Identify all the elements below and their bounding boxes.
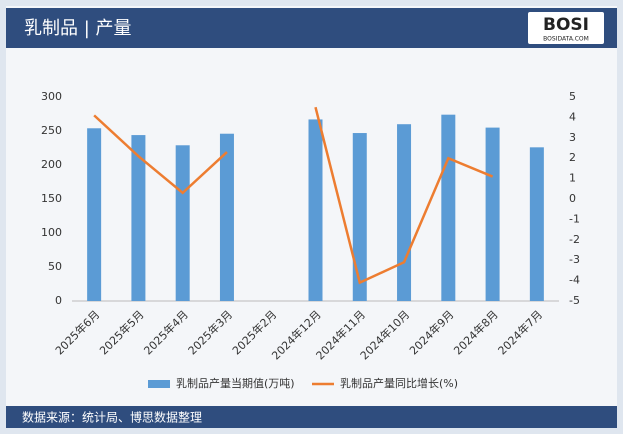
y2-tick-label: -4 (569, 274, 580, 287)
y2-tick-label: 1 (569, 172, 576, 185)
y2-tick-label: -2 (569, 233, 580, 246)
bar (352, 133, 367, 301)
bar (175, 145, 190, 301)
bar (308, 119, 323, 301)
y-tick-label: 150 (41, 192, 62, 205)
legend-swatch (148, 380, 170, 388)
footer-band (6, 406, 617, 428)
y2-tick-label: -3 (569, 253, 580, 266)
bar (87, 128, 102, 301)
y2-tick-label: 0 (569, 192, 576, 205)
y2-tick-label: 3 (569, 131, 576, 144)
bar (397, 124, 412, 301)
bar (131, 135, 146, 301)
logo: BOSI (543, 15, 589, 35)
y-tick-label: 50 (48, 260, 62, 273)
legend-label: 乳制品产量同比增长(%) (340, 376, 458, 390)
logo-sub: BOSIDATA.COM (543, 36, 589, 43)
header-band (6, 8, 617, 48)
line (93, 114, 228, 195)
y-tick-label: 200 (41, 158, 62, 171)
bar (529, 147, 544, 301)
chart-title: 乳制品 | 产量 (24, 18, 132, 39)
bar (441, 114, 456, 302)
y2-tick-label: -1 (569, 212, 580, 225)
y-tick-label: 100 (41, 226, 62, 239)
y-tick-label: 0 (55, 294, 62, 307)
y2-tick-label: 2 (569, 151, 576, 164)
y-tick-label: 250 (41, 124, 62, 137)
logo-box (528, 12, 604, 44)
line (314, 106, 494, 285)
source: 数据来源：统计局、博思数据整理 (22, 410, 202, 425)
bar (219, 133, 234, 301)
y-tick-label: 300 (41, 90, 62, 103)
bar (485, 127, 500, 301)
y2-tick-label: 5 (569, 90, 576, 103)
legend-label: 乳制品产量当期值(万吨) (176, 376, 295, 390)
y2-tick-label: 4 (569, 110, 576, 123)
y2-tick-label: -5 (569, 294, 580, 307)
